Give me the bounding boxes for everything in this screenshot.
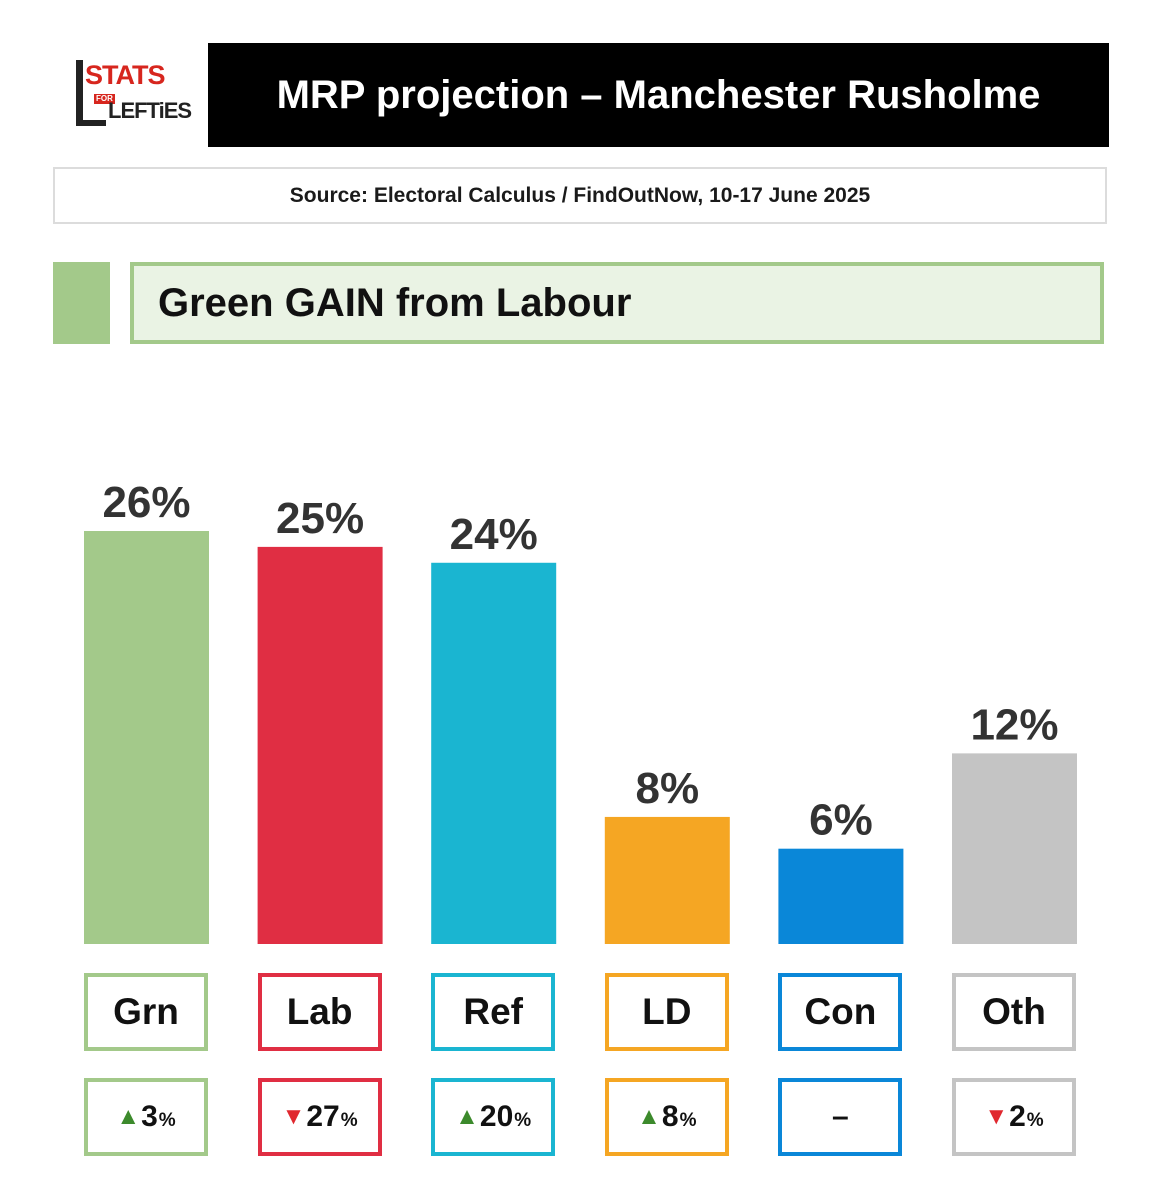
stats-for-lefties-logo: STATS FOR LEFTiES [76,60,192,130]
value-label-con: 6% [809,796,873,845]
party-label-grn: Grn [84,973,208,1051]
change-value: 20 [479,1100,514,1133]
change-label-con: – [778,1078,903,1156]
logo-stats-text: STATS [85,60,165,90]
chart-title: MRP projection – Manchester Rusholme [208,43,1109,147]
logo-bar [76,120,106,126]
change-label-ld: ▲ 8% [604,1078,729,1156]
change-label-oth: ▼ 2% [952,1078,1076,1156]
change-unit: % [679,1110,697,1131]
change-value: 8 [661,1100,679,1133]
party-label-lab: Lab [257,973,382,1051]
change-unit: % [340,1110,358,1131]
value-label-ld: 8% [636,764,700,813]
change-unit: % [1026,1110,1044,1131]
change-label-grn: ▲ 3% [84,1078,208,1156]
change-label-ref: ▲ 20% [431,1078,556,1156]
triangle-up-icon: ▲ [455,1103,479,1130]
value-label-grn: 26% [102,478,190,527]
change-value: 27 [306,1100,340,1133]
party-label-ref: Ref [431,973,556,1051]
party-label-oth: Oth [952,973,1076,1051]
result-verdict: Green GAIN from Labour [130,262,1104,344]
party-label-ld: LD [604,973,729,1051]
change-value: 2 [1009,1100,1026,1133]
bar-ld [604,816,730,944]
logo-bar [76,60,83,126]
bar-grn [84,531,209,944]
change-unit: % [158,1110,176,1131]
bar-ref [431,562,557,944]
logo-lefties-text: LEFTiES [108,98,192,123]
bar-oth [952,753,1077,944]
change-label-lab: ▼ 27% [257,1078,382,1156]
party-label-con: Con [778,973,903,1051]
logo-for-text: FOR [94,94,115,104]
triangle-down-icon: ▼ [281,1103,306,1130]
triangle-down-icon: ▼ [984,1103,1009,1130]
triangle-up-icon: ▲ [637,1103,661,1130]
value-label-lab: 25% [276,494,364,543]
value-label-oth: 12% [970,700,1058,749]
triangle-up-icon: ▲ [116,1103,141,1130]
change-value: 3 [141,1100,158,1133]
value-label-ref: 24% [450,510,538,559]
bar-lab [257,546,383,944]
change-value: – [832,1100,849,1133]
bar-con [778,848,904,944]
source-note: Source: Electoral Calculus / FindOutNow,… [53,167,1107,224]
winner-color-swatch [53,262,110,344]
change-unit: % [514,1110,532,1131]
